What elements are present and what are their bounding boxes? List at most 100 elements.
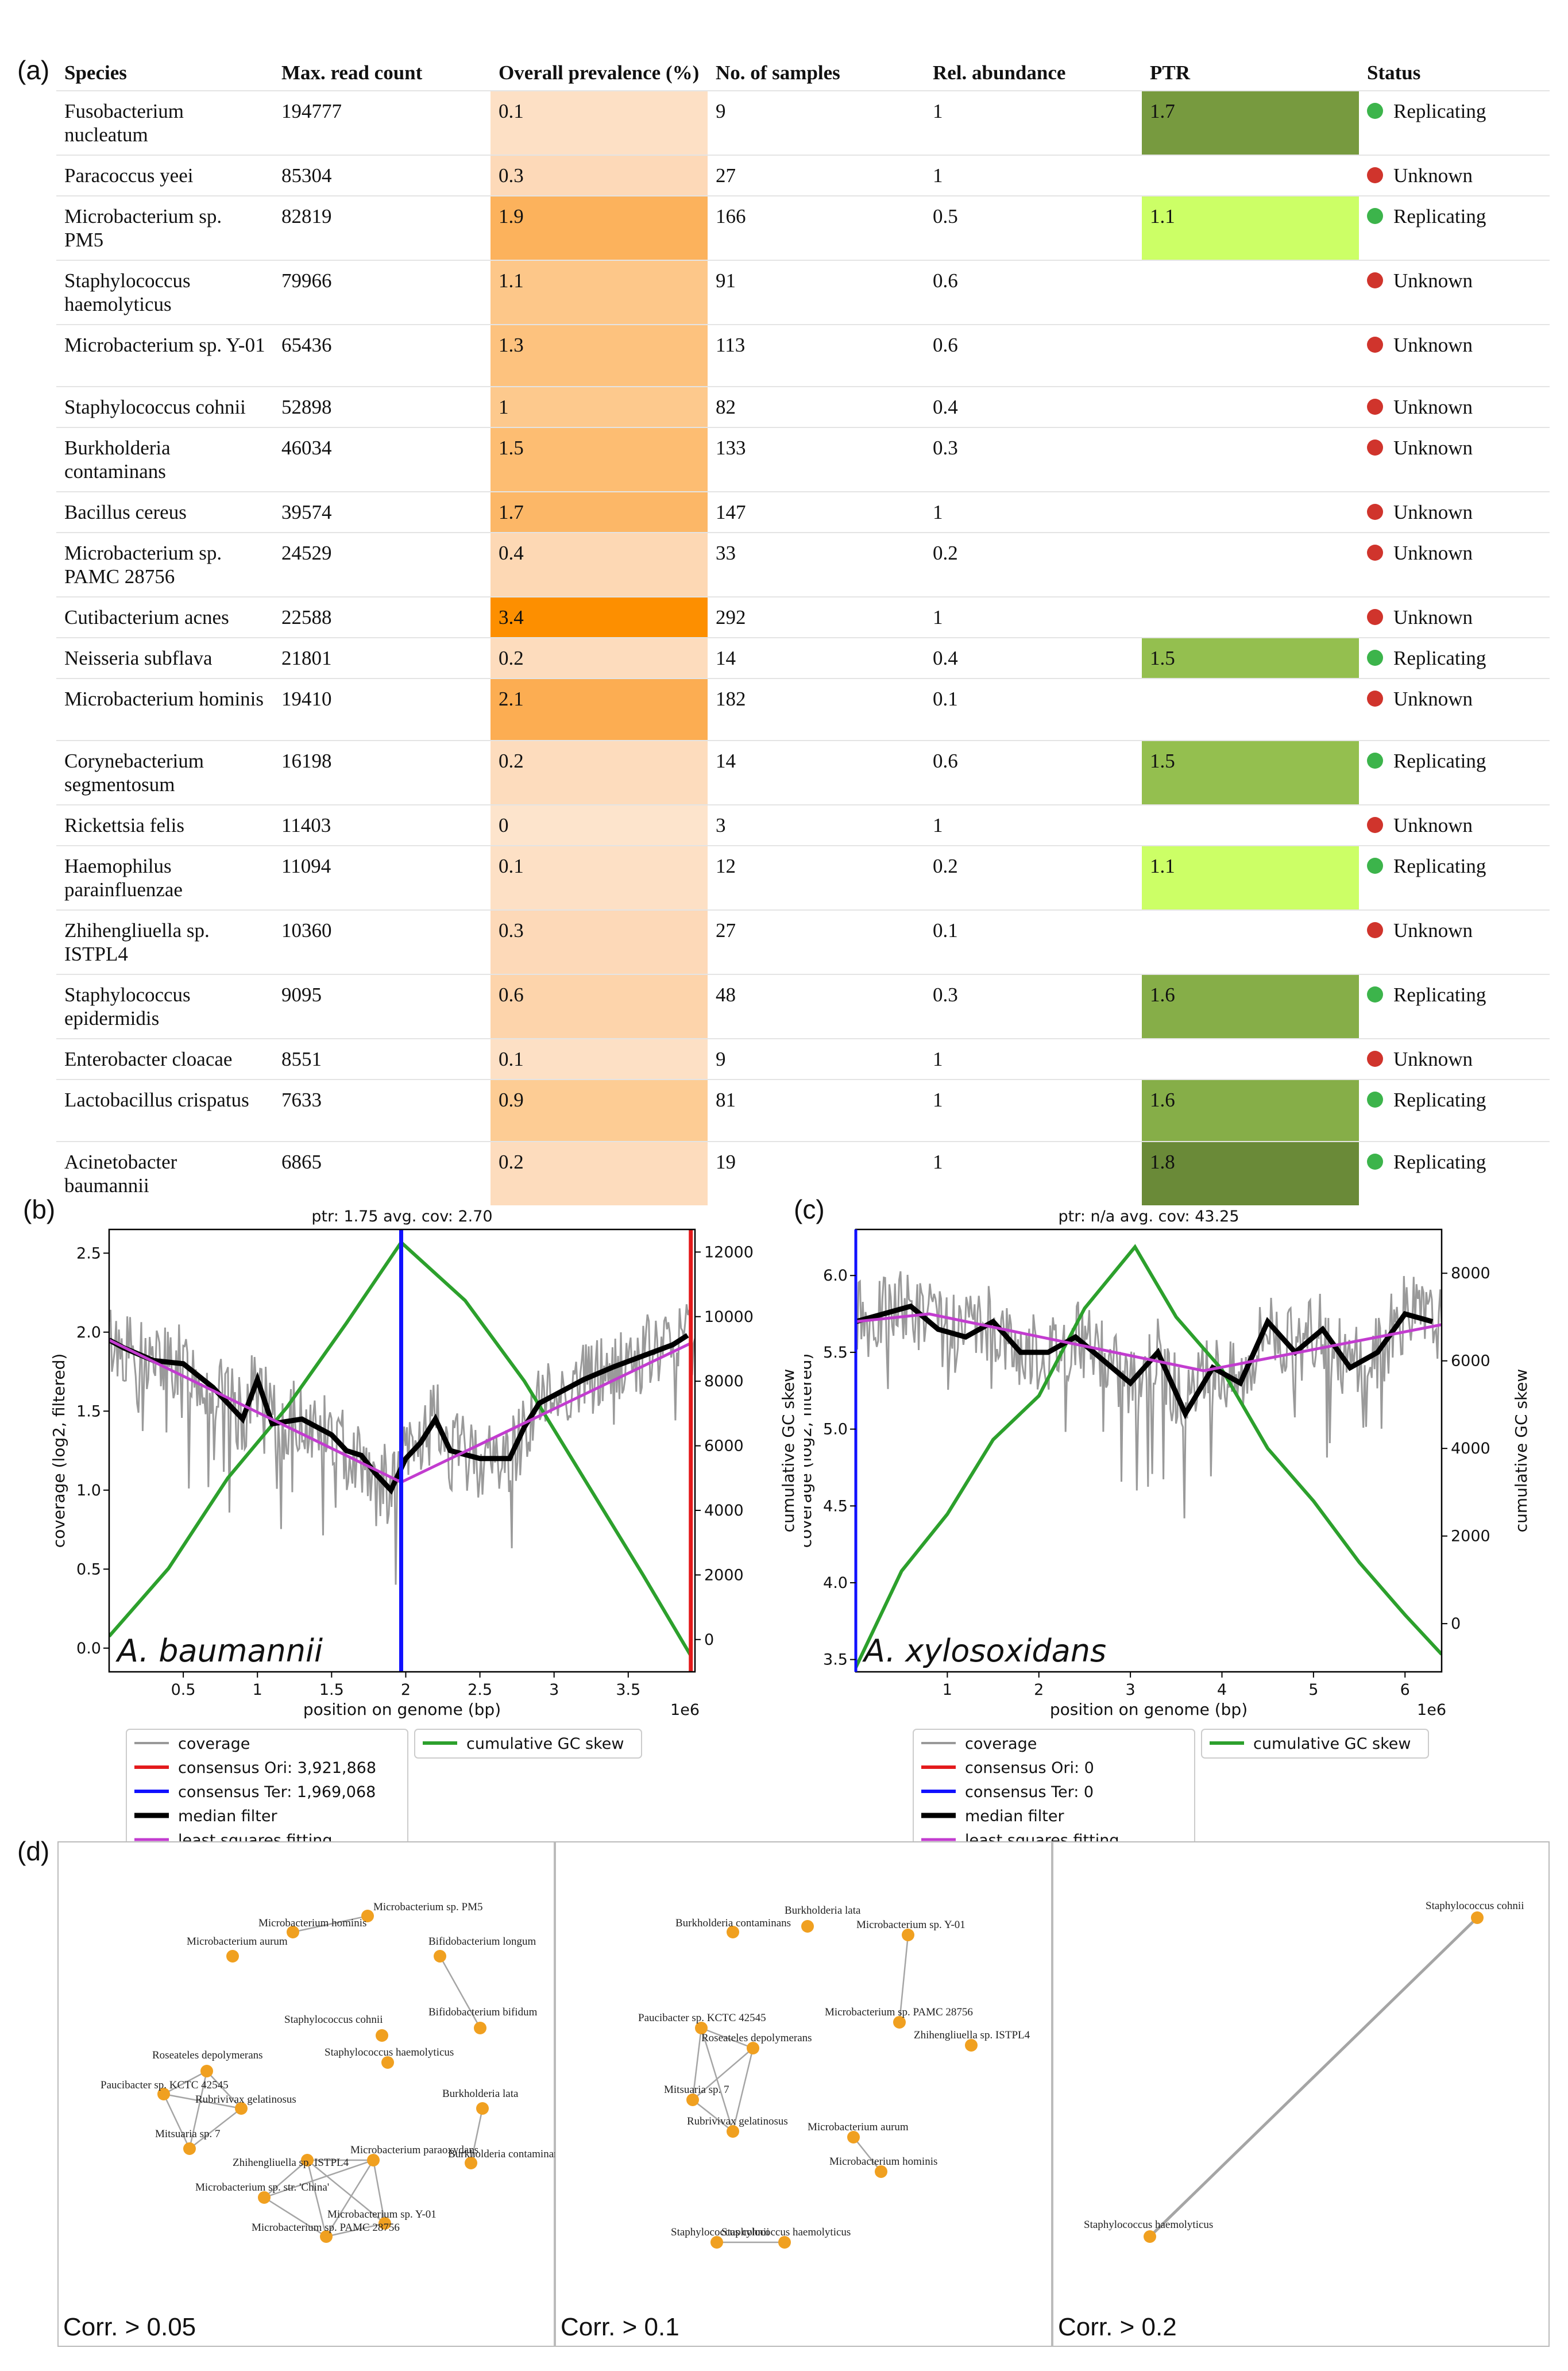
network-edge bbox=[853, 2137, 882, 2172]
status-dot-icon bbox=[1367, 103, 1383, 119]
network-node-label: Microbacterium sp. PM5 bbox=[373, 1901, 483, 1913]
table-row: Corynebacterium segmentosum 16198 0.2 14 0.6… bbox=[56, 740, 1550, 805]
table-row: Bacillus cereus 39574 1.7 147 1 Unknown bbox=[56, 491, 1550, 533]
network-caption: Corr. > 0.1 bbox=[561, 2313, 679, 2341]
network-node bbox=[200, 2065, 213, 2077]
cell-max-read-count: 11403 bbox=[273, 804, 491, 846]
chart-title: ptr: 1.75 avg. cov: 2.70 bbox=[311, 1208, 492, 1225]
legend-item-label: median filter bbox=[178, 1807, 277, 1825]
cell-rel-abundance: 0.3 bbox=[925, 427, 1142, 492]
network-node-label: Roseateles depolymerans bbox=[701, 2032, 812, 2044]
panel-label-c: (c) bbox=[794, 1194, 825, 1224]
table-row: Acinetobacter baumannii 6865 0.2 19 1 1.8 Repl… bbox=[56, 1141, 1550, 1205]
network-caption: Corr. > 0.2 bbox=[1058, 2313, 1177, 2341]
cell-status: Replicating bbox=[1359, 1141, 1550, 1205]
cell-status: Replicating bbox=[1359, 1079, 1550, 1142]
cell-ptr: 1.7 bbox=[1142, 90, 1359, 155]
cell-species: Acinetobacter baumannii bbox=[56, 1141, 273, 1205]
network-edge bbox=[163, 2070, 207, 2095]
network-node-label: Mitsuaria sp. 7 bbox=[664, 2084, 729, 2096]
y-left-tick-label: 2.0 bbox=[76, 1324, 101, 1341]
x-tick-label: 6 bbox=[1400, 1681, 1410, 1699]
network-node-label: Staphylococcus haemolyticus bbox=[721, 2226, 851, 2238]
cell-samples: 48 bbox=[708, 974, 925, 1039]
panel-label-b: (b) bbox=[23, 1194, 56, 1224]
network-edge bbox=[206, 2071, 242, 2109]
y-left-tick-label: 5.0 bbox=[823, 1421, 848, 1439]
cell-species: Microbacterium hominis bbox=[56, 678, 273, 741]
legend-item-label: consensus Ter: 0 bbox=[965, 1783, 1094, 1801]
cell-status: Unknown bbox=[1359, 678, 1550, 741]
x-tick-label: 5 bbox=[1308, 1681, 1318, 1699]
network-edge bbox=[692, 2027, 702, 2100]
cell-status: Unknown bbox=[1359, 324, 1550, 387]
network-node bbox=[381, 2056, 394, 2069]
table-row: Haemophilus parainfluenzae 11094 0.1 12 0.2 1… bbox=[56, 845, 1550, 910]
cell-ptr bbox=[1142, 155, 1359, 196]
network-node bbox=[727, 2125, 739, 2138]
table-row: Enterobacter cloacae 8551 0.1 9 1 Unknown bbox=[56, 1038, 1550, 1080]
network-node bbox=[1144, 2230, 1156, 2243]
network-node-label: Burkholderia contaminans bbox=[448, 2148, 563, 2160]
cell-status: Replicating bbox=[1359, 90, 1550, 155]
status-label: Unknown bbox=[1393, 1048, 1473, 1070]
cell-samples: 27 bbox=[708, 155, 925, 196]
cell-rel-abundance: 1 bbox=[925, 90, 1142, 155]
cell-ptr: 1.5 bbox=[1142, 740, 1359, 805]
cell-status: Unknown bbox=[1359, 386, 1550, 427]
cell-status: Replicating bbox=[1359, 637, 1550, 678]
x-tick-label: 2.5 bbox=[468, 1681, 492, 1699]
cell-species: Staphylococcus cohnii bbox=[56, 386, 273, 427]
cell-prevalence: 0.6 bbox=[491, 974, 708, 1039]
network-edge bbox=[326, 2222, 385, 2238]
cell-status: Replicating bbox=[1359, 195, 1550, 260]
network-node bbox=[183, 2142, 196, 2155]
cell-status: Replicating bbox=[1359, 740, 1550, 805]
network-edge bbox=[692, 2048, 754, 2100]
network-node-label: Mitsuaria sp. 7 bbox=[155, 2128, 220, 2140]
cell-ptr bbox=[1142, 678, 1359, 741]
network-node-label: Microbacterium sp. Y-01 bbox=[327, 2208, 437, 2220]
status-dot-icon bbox=[1367, 753, 1383, 769]
cell-samples: 292 bbox=[708, 596, 925, 638]
network-node-label: Rubrivivax gelatinosus bbox=[195, 2094, 296, 2106]
network-node-label: Staphylococcus cohnii bbox=[671, 2226, 770, 2238]
cell-species: Lactobacillus crispatus bbox=[56, 1079, 273, 1142]
network-node bbox=[801, 1920, 814, 1933]
network-edge bbox=[189, 2108, 242, 2149]
cell-species: Staphylococcus haemolyticus bbox=[56, 260, 273, 325]
x-axis-label: position on genome (bp) bbox=[1050, 1700, 1248, 1719]
cell-prevalence: 0.3 bbox=[491, 909, 708, 974]
legend-gc-label: cumulative GC skew bbox=[466, 1735, 624, 1753]
cell-max-read-count: 8551 bbox=[273, 1038, 491, 1080]
cell-prevalence: 0.3 bbox=[491, 155, 708, 196]
cell-prevalence: 0.2 bbox=[491, 740, 708, 805]
status-dot-icon bbox=[1367, 545, 1383, 561]
network-node bbox=[727, 1926, 739, 1938]
cell-status: Unknown bbox=[1359, 804, 1550, 846]
legend-item-label: consensus Ori: 3,921,868 bbox=[178, 1759, 376, 1777]
network-node bbox=[893, 2016, 906, 2029]
table-row: Burkholderia contaminans 46034 1.5 133 0.3 Un… bbox=[56, 427, 1550, 492]
network-node bbox=[157, 2088, 170, 2100]
header-samples: No. of samples bbox=[716, 61, 840, 84]
cell-status: Unknown bbox=[1359, 260, 1550, 325]
network-frame bbox=[555, 1841, 1052, 2347]
cell-species: Microbacterium sp. Y-01 bbox=[56, 324, 273, 387]
cell-max-read-count: 19410 bbox=[273, 678, 491, 741]
network-edge bbox=[307, 2160, 385, 2224]
y-right-tick-label: 6000 bbox=[1451, 1352, 1490, 1370]
table-row: Microbacterium sp. PM5 82819 1.9 166 0.5 1.1 R… bbox=[56, 195, 1550, 260]
network-node-label: Microbacterium aurum bbox=[187, 1936, 288, 1948]
cell-rel-abundance: 0.6 bbox=[925, 740, 1142, 805]
cell-rel-abundance: 0.6 bbox=[925, 324, 1142, 387]
network-node-label: Staphylococcus cohnii bbox=[284, 2014, 383, 2026]
legend-item-label: median filter bbox=[965, 1807, 1064, 1825]
network-node-label: Staphylococcus cohnii bbox=[1426, 1900, 1524, 1912]
species-table: Species Max. read count Overall prevalen… bbox=[56, 55, 1550, 1205]
cell-samples: 182 bbox=[708, 678, 925, 741]
network-edge bbox=[692, 2099, 733, 2132]
network-node bbox=[1471, 1911, 1484, 1924]
cell-ptr: 1.6 bbox=[1142, 1079, 1359, 1142]
network-edge bbox=[306, 2160, 327, 2237]
